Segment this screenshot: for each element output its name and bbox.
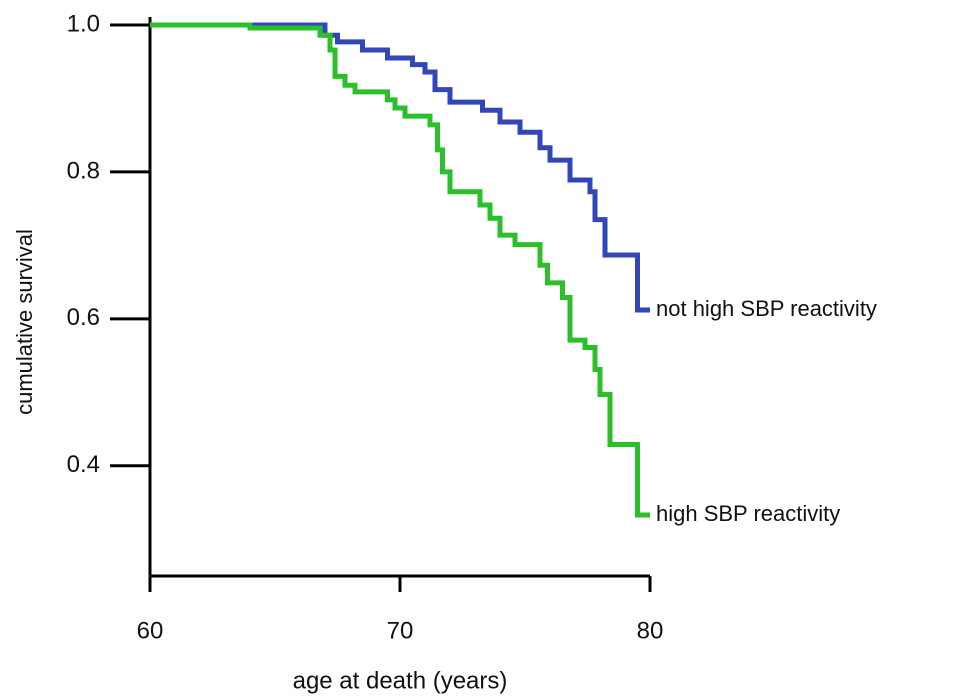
series-label: not high SBP reactivity xyxy=(656,296,877,321)
survival-line xyxy=(150,22,650,518)
x-tick-label: 60 xyxy=(137,617,164,644)
x-tick-label: 70 xyxy=(387,617,414,644)
y-axis-title: cumulative survival xyxy=(12,229,37,415)
y-tick-label: 0.8 xyxy=(67,157,100,184)
y-tick-label: 1.0 xyxy=(67,10,100,37)
x-axis-title: age at death (years) xyxy=(293,667,508,694)
series-label: high SBP reactivity xyxy=(656,501,840,526)
x-tick-label: 80 xyxy=(637,617,664,644)
y-tick-label: 0.4 xyxy=(67,451,100,478)
y-tick-label: 0.6 xyxy=(67,304,100,331)
survival-line xyxy=(150,22,650,313)
